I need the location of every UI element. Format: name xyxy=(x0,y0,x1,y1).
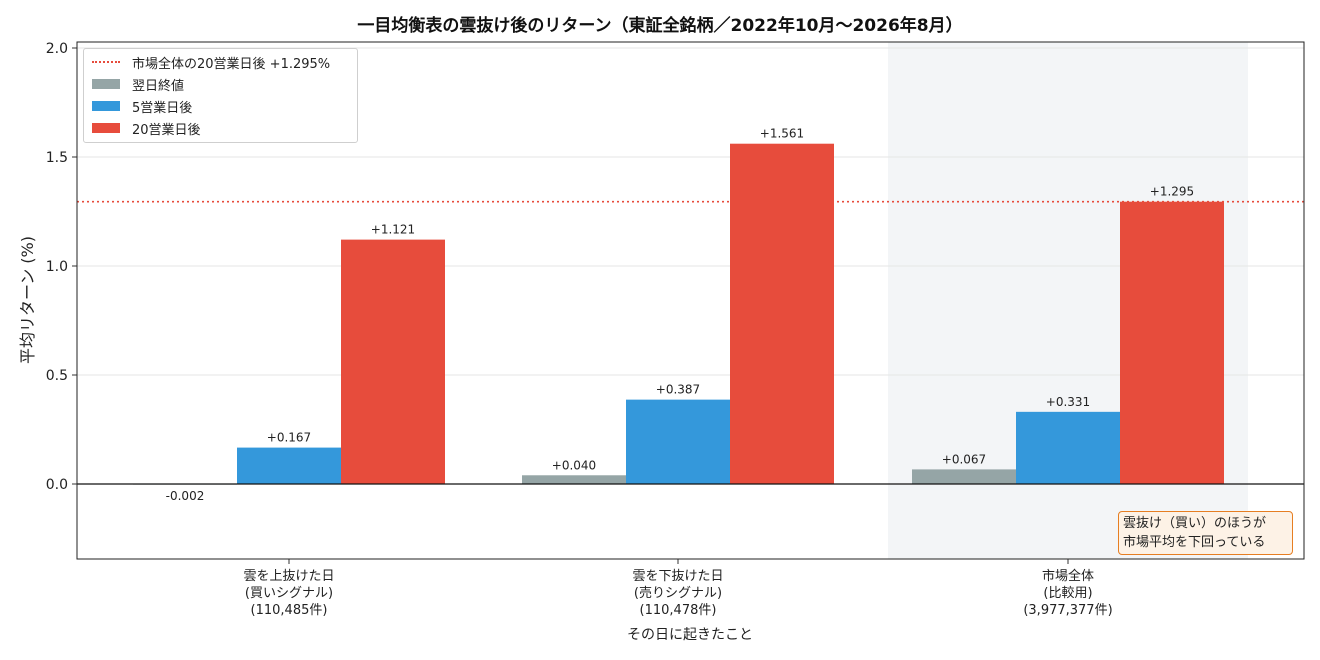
bar-2-1 xyxy=(730,143,834,484)
legend-item-next-day: 翌日終値 xyxy=(92,75,185,94)
bar-1-1 xyxy=(626,399,730,484)
legend: 市場全体の20営業日後 +1.295% 翌日終値 5営業日後 20営業日後 xyxy=(83,48,358,143)
chart-title: 一目均衡表の雲抜け後のリターン（東証全銘柄／2022年10月～2026年8月） xyxy=(357,16,963,36)
legend-item-5-day: 5営業日後 xyxy=(92,97,193,116)
legend-item-20-day: 20営業日後 xyxy=(92,119,201,138)
legend-item-reference-line: 市場全体の20営業日後 +1.295% xyxy=(92,53,331,72)
annotation-box: 雲抜け（買い）のほうが 市場平均を下回っている xyxy=(1118,511,1293,555)
y-tick-label: 0.5 xyxy=(46,368,68,384)
legend-label: 市場全体の20営業日後 +1.295% xyxy=(132,56,331,72)
y-tick-label: 1.5 xyxy=(46,150,68,166)
red-swatch xyxy=(92,123,120,133)
bar-1-0 xyxy=(237,447,341,484)
bar-2-0 xyxy=(341,239,445,484)
dotted-line-swatch xyxy=(92,61,120,63)
data-label: +1.295 xyxy=(1150,185,1194,199)
gray-swatch xyxy=(92,79,120,89)
category-label-market: 市場全体 (比較用) (3,977,377件) xyxy=(1023,569,1113,618)
data-label: +0.040 xyxy=(552,458,596,472)
bar-1-2 xyxy=(1016,411,1120,484)
category-label-breakout-up: 雲を上抜けた日 (買いシグナル) (110,485件) xyxy=(243,569,335,618)
legend-label: 20営業日後 xyxy=(132,122,201,138)
data-label: -0.002 xyxy=(166,489,205,503)
category-label-breakout-down: 雲を下抜けた日 (売りシグナル) (110,478件) xyxy=(632,569,724,618)
bar-0-1 xyxy=(522,475,626,484)
data-label: +0.387 xyxy=(656,383,700,397)
y-tick-label: 0.0 xyxy=(46,477,68,493)
data-label: +0.331 xyxy=(1046,395,1090,409)
plot-frame xyxy=(76,41,1305,560)
blue-swatch xyxy=(92,101,120,111)
legend-label: 翌日終値 xyxy=(132,78,185,94)
data-label: +0.167 xyxy=(267,431,311,445)
data-label: +1.121 xyxy=(371,223,415,237)
y-tick-label: 1.0 xyxy=(46,259,68,275)
y-tick-label: 2.0 xyxy=(46,41,68,57)
bar-2-2 xyxy=(1120,201,1224,484)
data-label: +1.561 xyxy=(760,127,804,141)
legend-label: 5営業日後 xyxy=(132,100,193,116)
y-axis-label: 平均リターン (%) xyxy=(18,236,37,364)
x-axis-label: その日に起きたこと xyxy=(627,627,753,643)
bar-0-2 xyxy=(912,469,1016,484)
data-label: +0.067 xyxy=(942,452,986,466)
